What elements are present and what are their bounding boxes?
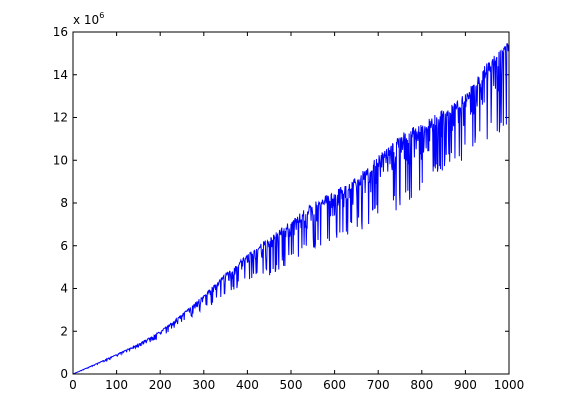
y-tick-label: 16	[53, 25, 68, 39]
x-tick-label: 900	[454, 378, 477, 392]
x-tick-label: 100	[105, 378, 128, 392]
x-tick-label: 700	[367, 378, 390, 392]
y-exponent-label: x 106	[73, 11, 104, 27]
y-tick-label: 4	[60, 282, 68, 296]
y-axis: 0 2 4 6 8 10 12 14 16	[53, 25, 509, 381]
y-tick-label: 14	[53, 68, 68, 82]
y-tick-label: 8	[60, 196, 68, 210]
y-exponent-base: x 10	[73, 13, 99, 27]
plot-frame	[72, 31, 510, 375]
y-tick-label: 10	[53, 153, 68, 167]
x-tick-label: 800	[410, 378, 433, 392]
x-tick-label: 200	[149, 378, 172, 392]
y-tick-label: 0	[60, 367, 68, 381]
x-tick-label: 500	[280, 378, 303, 392]
y-tick-label: 2	[60, 324, 68, 338]
plot-area	[73, 32, 509, 374]
y-tick-label: 12	[53, 111, 68, 125]
x-tick-label: 600	[323, 378, 346, 392]
x-tick-label: 1000	[494, 378, 525, 392]
y-tick-label: 6	[60, 239, 68, 253]
x-tick-label: 400	[236, 378, 259, 392]
y-exponent-power: 6	[99, 11, 104, 20]
x-tick-label: 0	[69, 378, 77, 392]
data-series-line	[72, 43, 510, 375]
x-axis: 0 100 200 300 400 500 600 700 800 900 1000	[69, 32, 524, 392]
x-tick-label: 300	[192, 378, 215, 392]
